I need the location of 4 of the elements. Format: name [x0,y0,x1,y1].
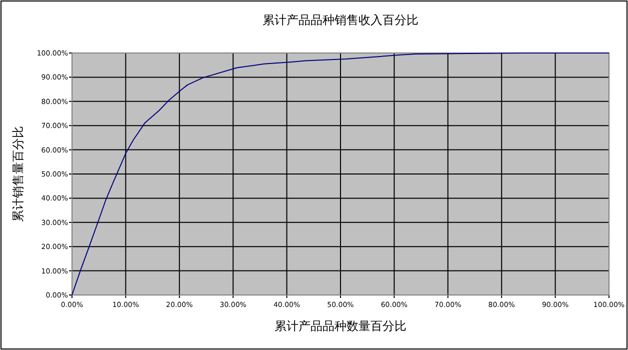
x-axis-title: 累计产品品种数量百分比 [274,319,406,333]
y-axis-title: 累计销售量百分比 [11,126,25,222]
line-series [72,52,610,296]
chart-title: 累计产品品种销售收入百分比 [262,13,418,27]
